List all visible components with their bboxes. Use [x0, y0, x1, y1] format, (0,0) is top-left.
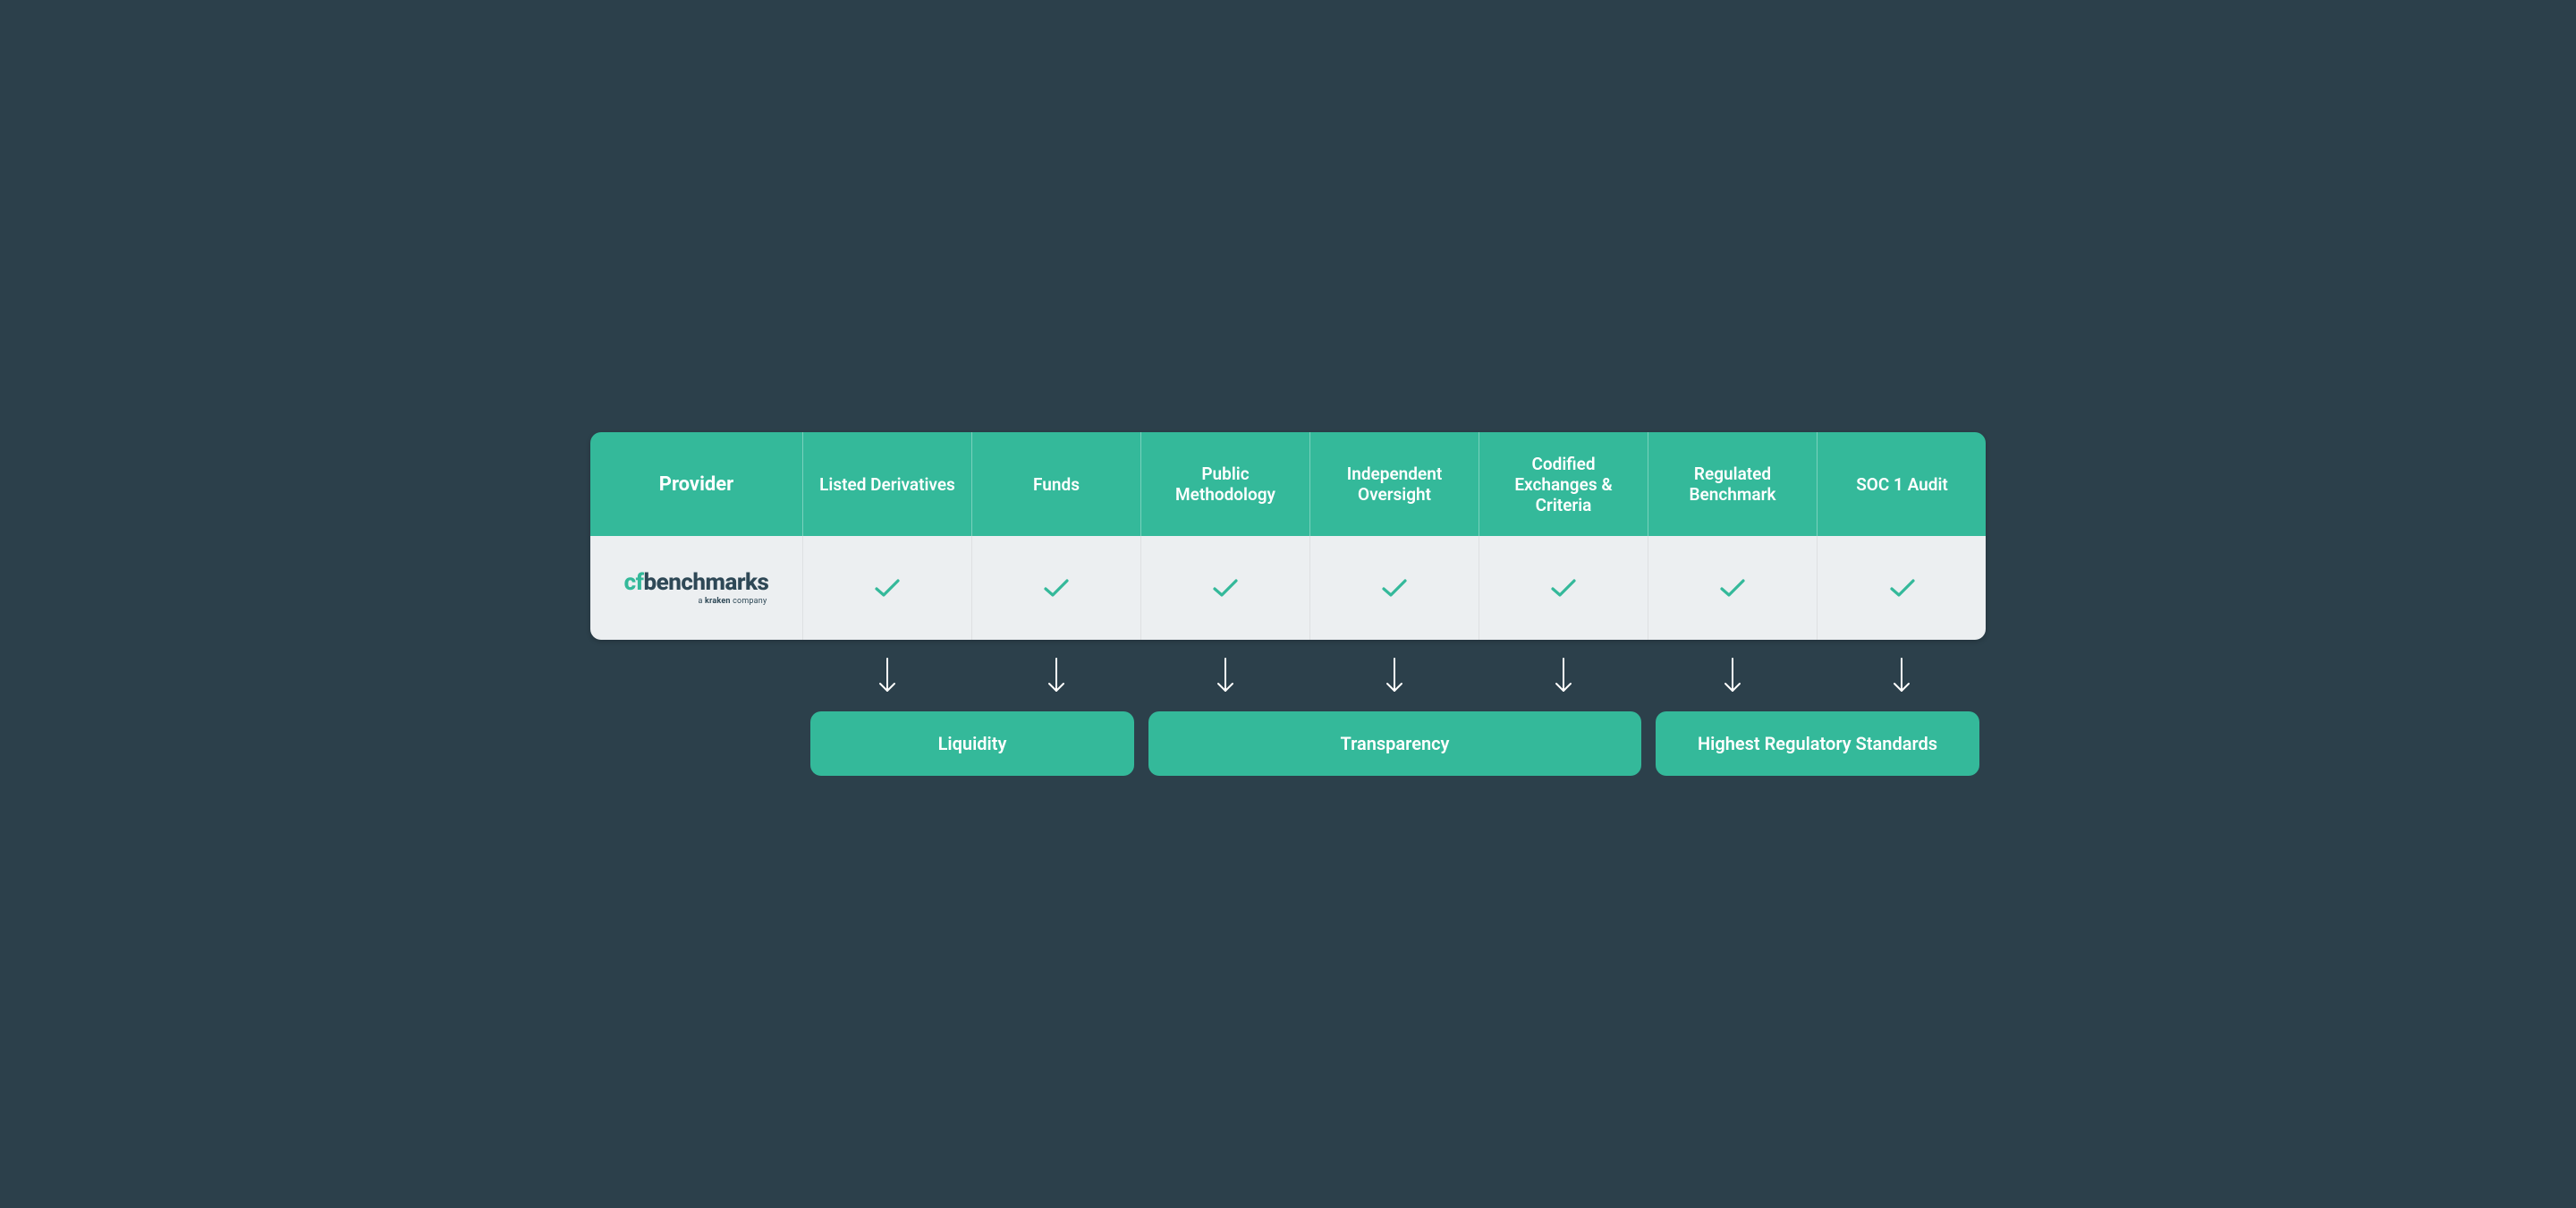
- group-gap: [1641, 711, 1656, 776]
- check-icon: [1209, 572, 1241, 604]
- arrow-c7: [1817, 645, 1986, 708]
- provider-cell: cfbenchmarks a kraken company: [590, 536, 803, 640]
- check-cell-c6: [1648, 536, 1818, 640]
- header-funds: Funds: [972, 432, 1141, 536]
- check-cell-c3: [1141, 536, 1310, 640]
- logo-sub-prefix: a: [699, 597, 706, 606]
- arrow-c5: [1479, 645, 1648, 708]
- logo-main-text: cfbenchmarks: [624, 571, 769, 594]
- check-cell-c2: [972, 536, 1141, 640]
- check-cell-c7: [1818, 536, 1986, 640]
- arrow-down-icon: [877, 657, 897, 696]
- group-regulatory: Highest Regulatory Standards: [1656, 711, 1979, 776]
- group-gap: [1134, 711, 1148, 776]
- logo-sub-suffix: company: [731, 597, 767, 606]
- arrow-c6: [1648, 645, 1817, 708]
- header-codified-exchanges: Codified Exchanges & Criteria: [1479, 432, 1648, 536]
- header-soc1-audit: SOC 1 Audit: [1818, 432, 1986, 536]
- arrows-row: [590, 645, 1986, 708]
- group-spacer: [590, 711, 803, 776]
- group-gap: [803, 711, 810, 776]
- table-body-row: cfbenchmarks a kraken company: [590, 536, 1986, 640]
- arrow-down-icon: [1216, 657, 1235, 696]
- arrow-down-icon: [1385, 657, 1404, 696]
- header-listed-derivatives: Listed Derivatives: [803, 432, 972, 536]
- logo-cf: cf: [624, 569, 644, 596]
- arrow-down-icon: [1554, 657, 1573, 696]
- arrow-c2: [972, 645, 1141, 708]
- arrow-spacer: [590, 645, 803, 708]
- diagram-canvas: Provider Listed Derivatives Funds Public…: [590, 432, 1986, 776]
- check-icon: [1040, 572, 1072, 604]
- check-icon: [1886, 572, 1919, 604]
- logo-sub-brand: kraken: [705, 597, 731, 606]
- check-icon: [1547, 572, 1580, 604]
- logo-benchmarks: benchmarks: [643, 569, 768, 596]
- check-cell-c4: [1310, 536, 1479, 640]
- header-independent-oversight: Independent Oversight: [1310, 432, 1479, 536]
- arrow-c4: [1309, 645, 1479, 708]
- groups-row: Liquidity Transparency Highest Regulator…: [590, 711, 1986, 776]
- arrow-c1: [803, 645, 972, 708]
- group-liquidity: Liquidity: [810, 711, 1134, 776]
- arrow-down-icon: [1723, 657, 1742, 696]
- comparison-table: Provider Listed Derivatives Funds Public…: [590, 432, 1986, 640]
- header-regulated-benchmark: Regulated Benchmark: [1648, 432, 1818, 536]
- group-transparency: Transparency: [1148, 711, 1641, 776]
- arrow-down-icon: [1046, 657, 1066, 696]
- check-cell-c1: [803, 536, 972, 640]
- arrow-c3: [1141, 645, 1310, 708]
- logo-subtext: a kraken company: [699, 598, 769, 606]
- check-icon: [1378, 572, 1411, 604]
- check-icon: [1716, 572, 1749, 604]
- cfbenchmarks-logo: cfbenchmarks a kraken company: [624, 571, 769, 606]
- header-provider: Provider: [590, 432, 803, 536]
- table-header-row: Provider Listed Derivatives Funds Public…: [590, 432, 1986, 536]
- check-icon: [871, 572, 903, 604]
- check-cell-c5: [1479, 536, 1648, 640]
- arrow-down-icon: [1892, 657, 1911, 696]
- header-public-methodology: Public Methodology: [1141, 432, 1310, 536]
